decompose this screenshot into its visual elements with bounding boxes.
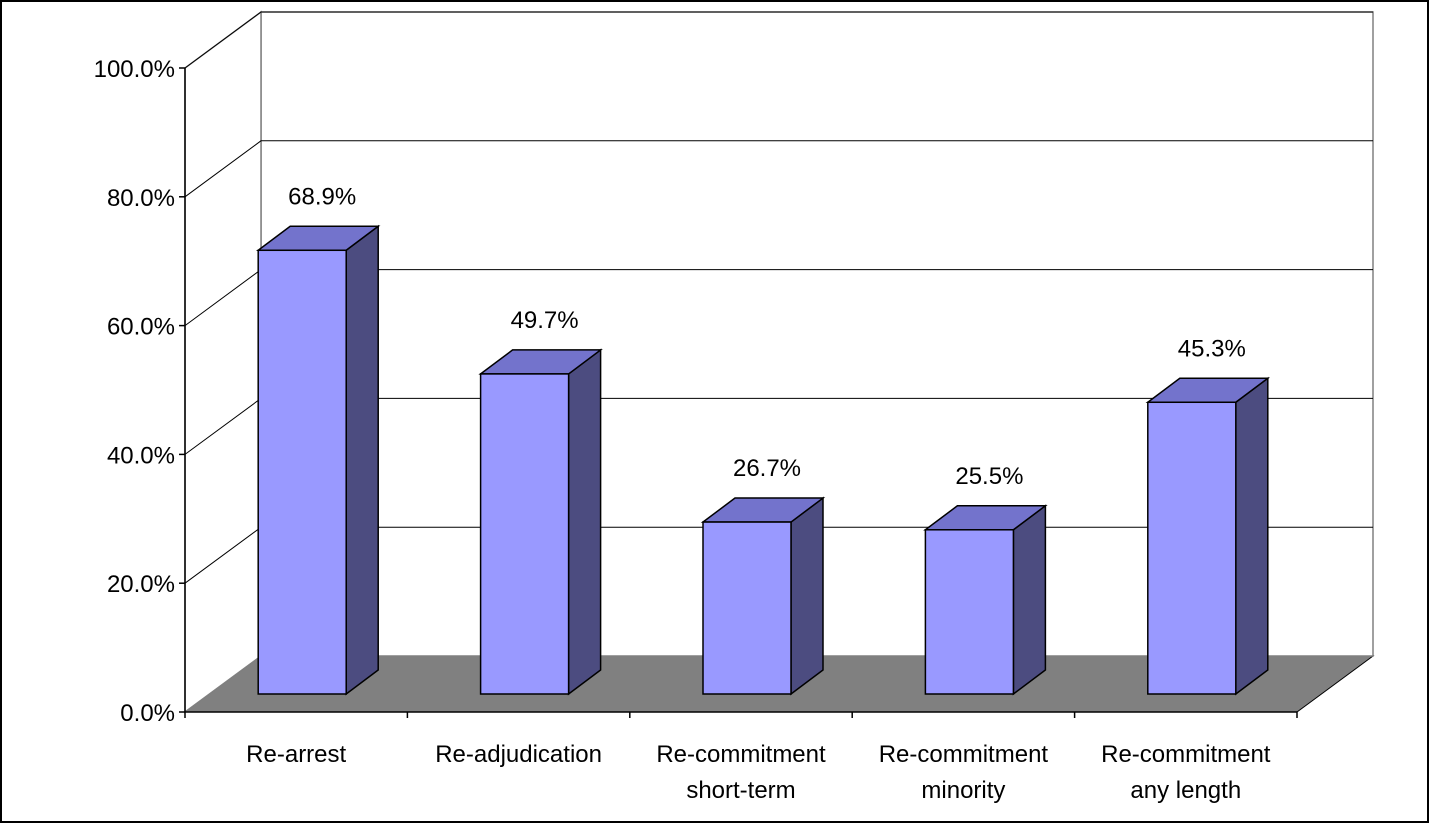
y-tick-label: 60.0%: [107, 314, 175, 341]
side-wall: [184, 10, 262, 714]
y-tick-label: 100.0%: [94, 56, 175, 83]
category-label: Re-commitment any length: [1101, 741, 1271, 804]
category-label-line: Re-commitment: [656, 741, 826, 768]
category-label-line: Re-commitment: [1101, 741, 1271, 768]
gridline: [184, 11, 1373, 69]
bar-side: [790, 496, 824, 696]
category-label-line: short-term: [686, 777, 795, 804]
data-label: 68.9%: [288, 183, 356, 210]
data-label: 49.7%: [511, 307, 579, 334]
bar: [924, 529, 1015, 695]
bar-side: [567, 348, 602, 696]
bar: [1147, 401, 1237, 695]
y-tick-label: 80.0%: [107, 185, 175, 212]
y-tick-label: 20.0%: [107, 571, 175, 598]
bar: [479, 373, 570, 695]
category-label: Re-commitment minority: [879, 741, 1049, 804]
data-label: 25.5%: [955, 463, 1023, 490]
category-label-line: any length: [1130, 777, 1241, 804]
data-label: 26.7%: [733, 455, 801, 482]
bar: [257, 249, 347, 695]
bar-side: [345, 224, 379, 696]
gridline: [184, 140, 1373, 198]
category-label: Re-commitment short-term: [656, 741, 826, 804]
category-label: Re-adjudication: [435, 741, 602, 768]
category-label-line: minority: [921, 777, 1005, 804]
y-tick-label: 40.0%: [107, 442, 175, 469]
data-label: 45.3%: [1178, 335, 1246, 362]
category-label: Re-arrest: [246, 741, 346, 768]
bar: [702, 521, 792, 695]
bar-side: [1012, 504, 1047, 696]
bar-side: [1235, 376, 1269, 696]
category-label-line: Re-adjudication: [435, 741, 602, 768]
category-label-line: Re-commitment: [879, 741, 1049, 768]
category-label-line: Re-arrest: [246, 741, 346, 768]
y-tick-label: 0.0%: [120, 700, 175, 727]
